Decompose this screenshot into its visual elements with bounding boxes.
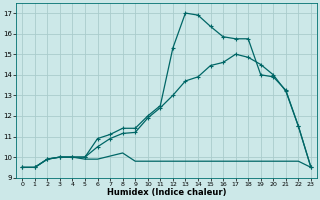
X-axis label: Humidex (Indice chaleur): Humidex (Indice chaleur) — [107, 188, 226, 197]
